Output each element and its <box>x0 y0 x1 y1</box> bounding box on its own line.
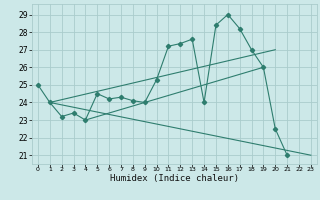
X-axis label: Humidex (Indice chaleur): Humidex (Indice chaleur) <box>110 174 239 183</box>
